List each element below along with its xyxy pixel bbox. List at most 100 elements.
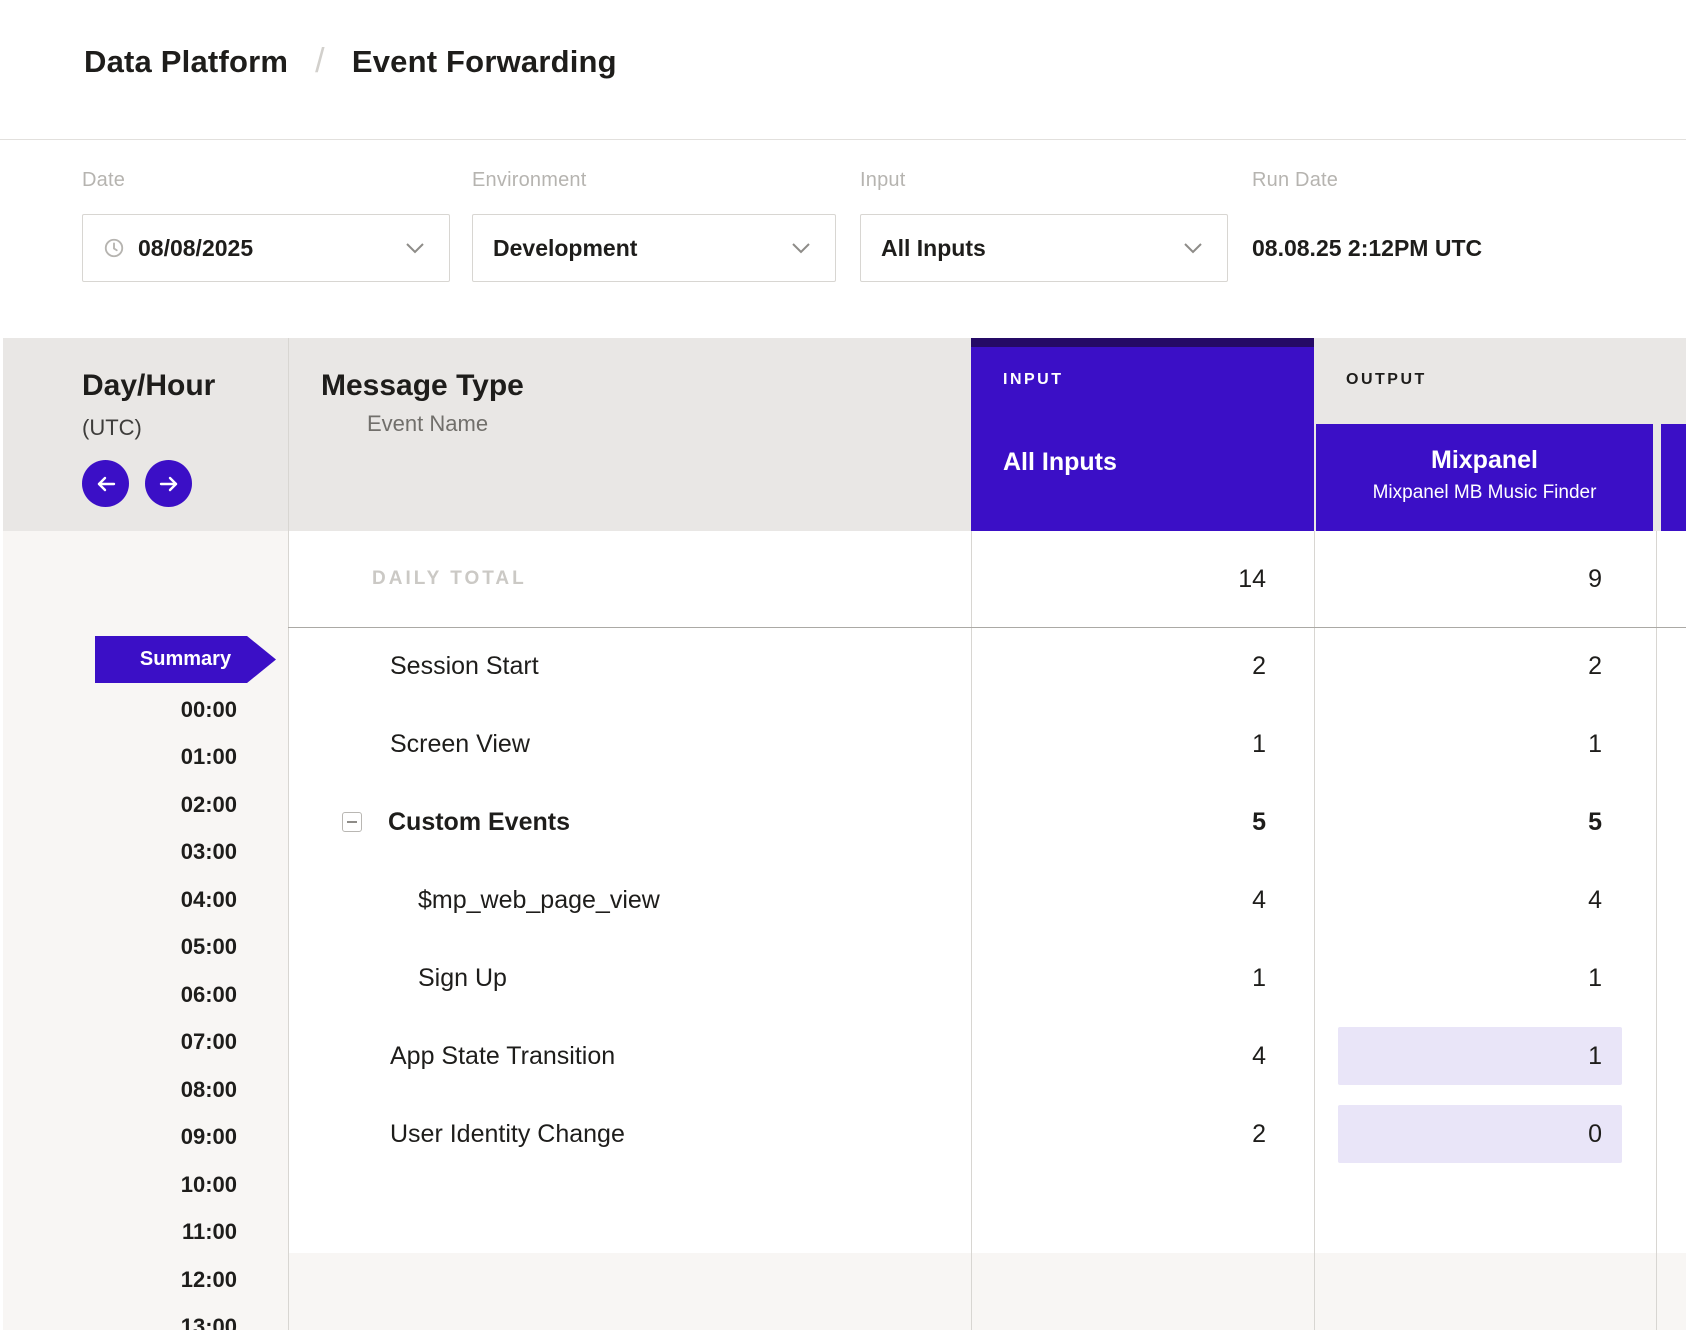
chevron-down-icon [791,242,811,254]
sidebar-hour-item[interactable]: 09:00 [0,1114,288,1162]
event-name-subtitle: Event Name [367,411,488,437]
message-type-title: Message Type [321,369,524,403]
day-hour-header: Day/Hour (UTC) [82,369,215,441]
event-grid: Day/Hour (UTC) Message Type Event Name I… [0,338,1686,1330]
breadcrumb: Data Platform / Event Forwarding [84,42,617,81]
input-count-cell: 1 [971,939,1314,1017]
output-name: Mixpanel [1431,446,1538,475]
next-day-button[interactable] [145,460,192,507]
table-row: Session Start 2 2 [288,627,1686,705]
breadcrumb-section[interactable]: Data Platform [84,44,288,80]
sidebar-hour-item[interactable]: 12:00 [0,1256,288,1304]
filter-bar: Date 08/08/2025 Environment Development [0,141,1686,338]
sidebar-hour-item[interactable]: 11:00 [0,1209,288,1257]
next-output-cell [1656,627,1686,705]
output-count-cell: 2 [1314,627,1656,705]
sidebar-hour-item[interactable]: 04:00 [0,876,288,924]
arrow-left-icon [94,472,118,496]
run-date-value: 08.08.25 2:12PM UTC [1252,214,1482,282]
input-column-name: All Inputs [1003,448,1117,477]
event-name: $mp_web_page_view [418,886,660,915]
day-hour-subtitle: (UTC) [82,415,215,441]
highlight-cell [1338,1105,1622,1163]
output-count-cell: 5 [1314,783,1656,861]
daily-total-input: 14 [971,531,1314,627]
daily-total-next [1656,531,1686,627]
event-forwarding-page: Data Platform / Event Forwarding Date 08… [0,0,1686,1330]
event-rows: Session Start 2 2 Screen View 1 1 Custom… [288,627,1686,1173]
output-column-label: OUTPUT [1346,371,1427,389]
collapse-toggle-icon[interactable] [342,812,362,832]
next-output-cell [1656,705,1686,783]
event-name: Custom Events [388,808,570,837]
date-dropdown[interactable]: 08/08/2025 [82,214,450,282]
table-row: $mp_web_page_view 4 4 [288,861,1686,939]
input-value: All Inputs [881,235,986,262]
sidebar-hour-item[interactable]: 05:00 [0,924,288,972]
next-output-cell [1656,861,1686,939]
next-output-cell [1656,939,1686,1017]
sidebar-hour-item[interactable]: 13:00 [0,1304,288,1330]
daily-total-row: DAILY TOTAL 14 9 [288,531,1686,627]
input-count-cell: 2 [971,1095,1314,1173]
environment-filter: Environment Development [472,141,836,338]
input-selected-strip [971,338,1314,347]
next-output-cell [1656,1095,1686,1173]
sidebar-hour-item[interactable]: 01:00 [0,734,288,782]
input-column-header[interactable]: INPUT All Inputs [971,338,1314,531]
hour-nav [82,460,192,507]
day-hour-title: Day/Hour [82,369,215,403]
run-date-label: Run Date [1252,169,1338,192]
chevron-down-icon [405,242,425,254]
input-filter-label: Input [860,169,905,192]
output-count-cell: 4 [1314,861,1656,939]
sidebar-hour-item[interactable]: 06:00 [0,971,288,1019]
environment-filter-label: Environment [472,169,586,192]
event-name: User Identity Change [390,1120,625,1149]
output-subname: Mixpanel MB Music Finder [1373,482,1597,504]
date-value: 08/08/2025 [138,235,253,262]
environment-value: Development [493,235,637,262]
date-filter: Date 08/08/2025 [82,141,450,338]
chevron-down-icon [1183,242,1203,254]
sidebar-hour-item[interactable]: 10:00 [0,1161,288,1209]
next-output-cell [1656,783,1686,861]
input-count-cell: 4 [971,861,1314,939]
previous-day-button[interactable] [82,460,129,507]
table-row: Custom Events 5 5 [288,783,1686,861]
sidebar-hour-item[interactable]: 08:00 [0,1066,288,1114]
table-row: Screen View 1 1 [288,705,1686,783]
event-name: App State Transition [390,1042,615,1071]
arrow-right-icon [157,472,181,496]
grid-footer-band [288,1253,1686,1330]
input-dropdown[interactable]: All Inputs [860,214,1228,282]
output-count-cell: 1 [1314,705,1656,783]
input-count-cell: 5 [971,783,1314,861]
sidebar-hour-item[interactable]: 02:00 [0,781,288,829]
output-count-cell: 1 [1314,1017,1656,1095]
environment-dropdown[interactable]: Development [472,214,836,282]
clock-icon [103,237,125,259]
run-date: Run Date 08.08.25 2:12PM UTC [1252,141,1552,338]
input-filter: Input All Inputs [860,141,1228,338]
sidebar-hour-item[interactable]: 03:00 [0,829,288,877]
input-count-cell: 2 [971,627,1314,705]
next-output-column-header[interactable] [1661,424,1686,531]
table-row: Sign Up 1 1 [288,939,1686,1017]
event-name: Screen View [390,730,530,759]
sidebar-hour-item[interactable]: 00:00 [0,686,288,734]
output-column-header[interactable]: Mixpanel Mixpanel MB Music Finder [1316,424,1653,531]
summary-tab[interactable]: Summary [95,636,276,683]
input-count-cell: 4 [971,1017,1314,1095]
daily-total-output: 9 [1314,531,1656,627]
page-title: Event Forwarding [352,44,617,80]
table-row: User Identity Change 2 0 [288,1095,1686,1173]
hour-list: 00:0001:0002:0003:0004:0005:0006:0007:00… [0,686,288,1330]
sidebar-hour-item[interactable]: 07:00 [0,1019,288,1067]
breadcrumb-separator: / [315,42,325,81]
input-column-label: INPUT [1003,371,1064,389]
output-count-cell: 0 [1314,1095,1656,1173]
next-output-cell [1656,1017,1686,1095]
top-bar: Data Platform / Event Forwarding [0,0,1686,140]
daily-total-label: DAILY TOTAL [288,531,971,627]
